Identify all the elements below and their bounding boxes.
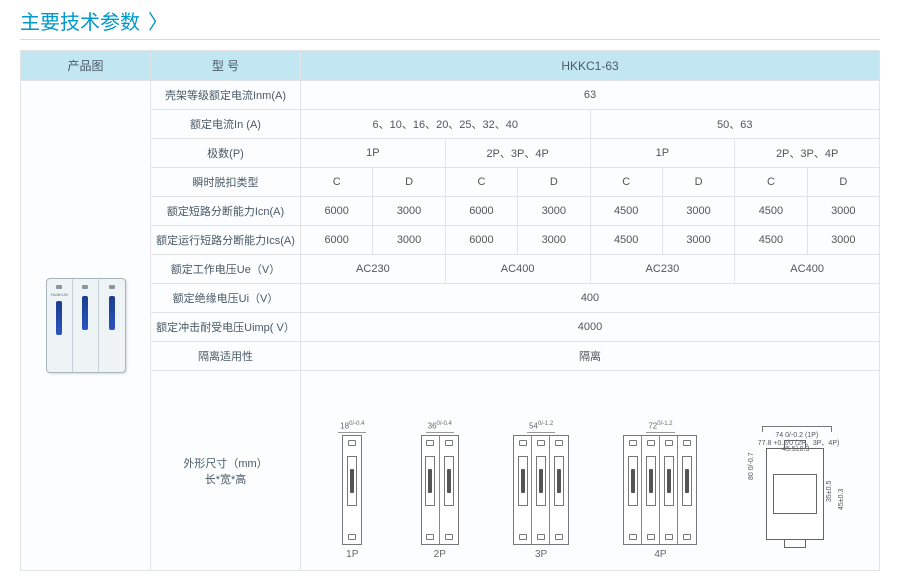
val-poles-c: 1P — [590, 139, 735, 168]
label-ue: 额定工作电压Ue（V） — [151, 255, 301, 284]
breaker-illustration: HUAKUN — [46, 278, 126, 373]
val-trip-4: C — [590, 168, 662, 197]
val-rated-current-2: 50、63 — [590, 110, 880, 139]
val-rated-current-1: 6、10、16、20、25、32、40 — [301, 110, 591, 139]
col-product-image: 产品图 — [21, 51, 151, 81]
val-frame-current: 63 — [301, 81, 880, 110]
dimension-drawings: 180/-0.4 1P 360/-0.4 2P 540/-1.2 — [305, 377, 875, 564]
label-dimensions: 外形尺寸（mm） 长*宽*高 — [151, 371, 301, 571]
val-trip-7: D — [807, 168, 879, 197]
val-trip-1: D — [373, 168, 445, 197]
val-trip-3: D — [518, 168, 590, 197]
val-trip-0: C — [301, 168, 373, 197]
val-trip-2: C — [445, 168, 517, 197]
val-ue-0: AC230 — [301, 255, 446, 284]
val-ue-3: AC400 — [735, 255, 880, 284]
label-trip-type: 瞬时脱扣类型 — [151, 168, 301, 197]
val-ics-2: 6000 — [445, 226, 517, 255]
val-icn-5: 3000 — [662, 197, 734, 226]
val-ics-1: 3000 — [373, 226, 445, 255]
val-poles-b: 2P、3P、4P — [445, 139, 590, 168]
val-icn-4: 4500 — [590, 197, 662, 226]
dim-label-b: 长*宽*高 — [155, 471, 296, 487]
chevron-right-icon: 〉 — [148, 6, 168, 39]
section-title: 主要技术参数 — [20, 6, 148, 39]
label-uimp: 额定冲击耐受电压Uimp( V） — [151, 313, 301, 342]
val-ics-5: 3000 — [662, 226, 734, 255]
spec-table: 产品图 型 号 HKKC1-63 HUAKUN 壳架等级额定电流Inm(A) 6… — [20, 50, 880, 571]
val-ue-2: AC230 — [590, 255, 735, 284]
val-icn-0: 6000 — [301, 197, 373, 226]
dim-side-view: 74 0/-0.2 (1P) 77.8 +0.2/0 (2P、3P、4P) 45… — [752, 430, 842, 560]
val-icn-7: 3000 — [807, 197, 879, 226]
val-isolation: 隔离 — [301, 342, 880, 371]
val-ics-4: 4500 — [590, 226, 662, 255]
table-header-row: 产品图 型 号 HKKC1-63 — [21, 51, 880, 81]
row-frame-current: HUAKUN 壳架等级额定电流Inm(A) 63 — [21, 81, 880, 110]
val-poles-a: 1P — [301, 139, 446, 168]
dim-1p: 180/-0.4 1P — [338, 421, 366, 560]
val-icn-2: 6000 — [445, 197, 517, 226]
val-uimp: 4000 — [301, 313, 880, 342]
val-icn-1: 3000 — [373, 197, 445, 226]
val-ics-3: 3000 — [518, 226, 590, 255]
val-trip-6: C — [735, 168, 807, 197]
val-ui: 400 — [301, 284, 880, 313]
label-ics: 额定运行短路分断能力Ics(A) — [151, 226, 301, 255]
dimensions-cell: 180/-0.4 1P 360/-0.4 2P 540/-1.2 — [301, 371, 880, 571]
product-image-cell: HUAKUN — [21, 81, 151, 571]
label-icn: 额定短路分断能力Icn(A) — [151, 197, 301, 226]
col-model-value: HKKC1-63 — [301, 51, 880, 81]
label-poles: 极数(P) — [151, 139, 301, 168]
label-rated-current: 额定电流In (A) — [151, 110, 301, 139]
val-icn-3: 3000 — [518, 197, 590, 226]
label-frame-current: 壳架等级额定电流Inm(A) — [151, 81, 301, 110]
section-title-row: 主要技术参数 〉 — [20, 6, 880, 40]
dim-2p: 360/-0.4 2P — [421, 421, 459, 560]
val-ics-0: 6000 — [301, 226, 373, 255]
label-ui: 额定绝缘电压Ui（V） — [151, 284, 301, 313]
val-ics-6: 4500 — [735, 226, 807, 255]
val-ics-7: 3000 — [807, 226, 879, 255]
col-model-label: 型 号 — [151, 51, 301, 81]
dim-label-a: 外形尺寸（mm） — [155, 455, 296, 471]
val-icn-6: 4500 — [735, 197, 807, 226]
dim-3p: 540/-1.2 3P — [513, 421, 569, 560]
val-ue-1: AC400 — [445, 255, 590, 284]
dim-4p: 720/-1.2 4P — [623, 421, 697, 560]
val-trip-5: D — [662, 168, 734, 197]
label-isolation: 隔离适用性 — [151, 342, 301, 371]
val-poles-d: 2P、3P、4P — [735, 139, 880, 168]
